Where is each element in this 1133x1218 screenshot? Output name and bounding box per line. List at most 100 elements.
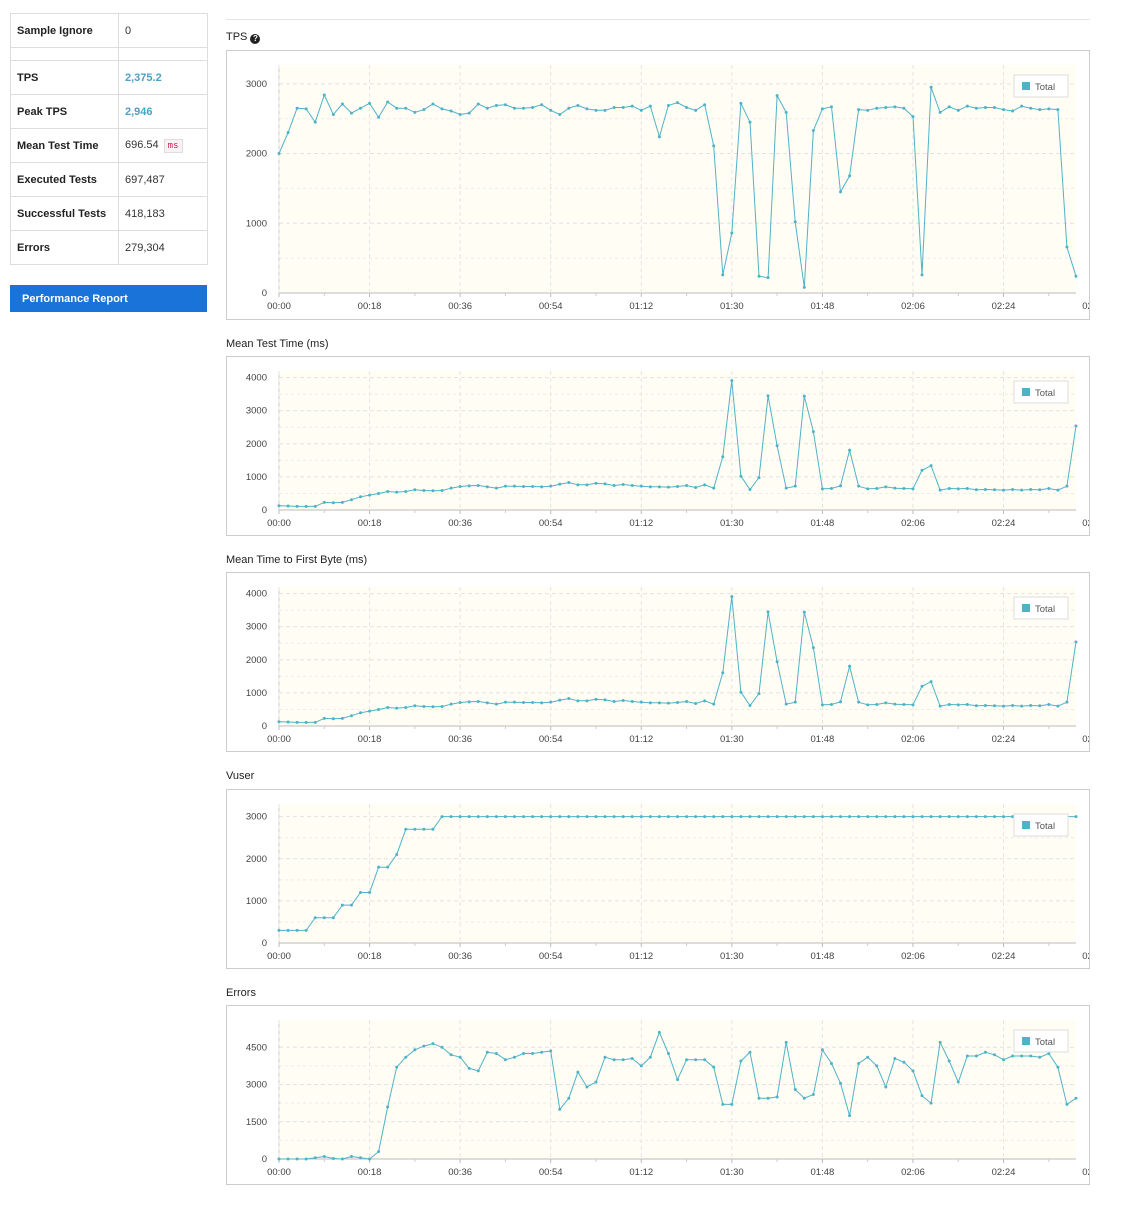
data-point (639, 1064, 643, 1068)
data-point (395, 1065, 399, 1069)
mean-test-time-chart-block: Mean Test Time (ms) 0 1000 2000 3000 4000 00:… (226, 337, 1106, 536)
data-point (875, 815, 879, 819)
data-point (920, 273, 924, 277)
data-point (857, 700, 861, 704)
data-point (286, 131, 290, 135)
data-point (956, 108, 960, 112)
data-point (974, 488, 978, 492)
data-point (1029, 1054, 1033, 1058)
data-point (576, 699, 580, 703)
data-point (911, 815, 915, 819)
data-point (857, 1061, 861, 1065)
x-tick-label: 00:18 (358, 734, 382, 745)
data-point (512, 484, 516, 488)
data-point (512, 106, 516, 110)
data-point (730, 379, 734, 383)
data-point (340, 102, 344, 106)
data-point (1020, 488, 1024, 492)
data-point (368, 493, 372, 497)
data-point (277, 720, 281, 724)
question-circle-icon[interactable]: ? (250, 34, 261, 44)
data-point (621, 483, 625, 487)
summary-gap (10, 47, 208, 61)
data-point (1065, 700, 1069, 704)
data-point (349, 1155, 353, 1159)
x-tick-label: 01:48 (811, 1167, 835, 1178)
legend[interactable]: Total (1013, 1029, 1069, 1053)
data-point (694, 815, 698, 819)
data-point (974, 1054, 978, 1058)
data-point (730, 815, 734, 819)
data-point (522, 701, 526, 705)
data-point (703, 699, 707, 703)
data-point (657, 815, 661, 819)
data-point (549, 1049, 553, 1053)
data-point (666, 103, 670, 107)
data-point (866, 703, 870, 707)
data-point (739, 1059, 743, 1063)
data-point (694, 701, 698, 705)
data-point (558, 815, 562, 819)
divider (226, 19, 1090, 20)
legend-swatch (1022, 388, 1030, 396)
data-point (866, 487, 870, 491)
data-point (820, 703, 824, 707)
data-point (902, 1060, 906, 1064)
data-point (621, 1058, 625, 1062)
legend[interactable]: Total (1013, 74, 1069, 98)
vuser-chart-block: Vuser 0 1000 2000 3000 00:00 00:18 00:36 00:54 0… (226, 769, 1106, 969)
data-point (630, 815, 634, 819)
chart-title-wrap: TPS? (226, 30, 1090, 44)
data-point (983, 487, 987, 491)
y-tick-label: 3000 (246, 622, 267, 633)
y-tick-label: 3000 (246, 79, 267, 90)
data-point (612, 700, 616, 704)
data-point (286, 1157, 290, 1161)
performance-report-button[interactable]: Performance Report (10, 285, 207, 312)
data-point (422, 108, 426, 112)
data-point (956, 703, 960, 707)
legend[interactable]: Total (1013, 813, 1069, 837)
data-point (603, 482, 607, 486)
data-point (431, 827, 435, 831)
data-point (666, 1052, 670, 1056)
data-point (368, 890, 372, 894)
data-point (512, 815, 516, 819)
data-point (494, 103, 498, 107)
x-tick-label: 01:48 (811, 301, 835, 312)
data-point (893, 486, 897, 490)
data-point (712, 144, 716, 148)
data-point (621, 106, 625, 110)
data-point (1038, 108, 1042, 112)
data-point (503, 103, 507, 107)
data-point (1002, 488, 1006, 492)
legend[interactable]: Total (1013, 380, 1069, 404)
data-point (567, 815, 571, 819)
tps-chart-svg: 0 1000 2000 3000 00:00 00:18 00:36 00:54 01:12 01… (246, 65, 1106, 312)
summary-value: 418,183 (118, 196, 208, 231)
data-point (839, 815, 843, 819)
data-point (1047, 486, 1051, 490)
summary-label: Successful Tests (10, 196, 119, 231)
data-point (549, 700, 553, 704)
data-point (775, 94, 779, 98)
data-point (947, 486, 951, 490)
legend-swatch (1022, 82, 1030, 90)
y-tick-label: 4500 (246, 1042, 267, 1053)
data-point (992, 488, 996, 492)
data-point (467, 111, 471, 115)
y-tick-label: 0 (262, 505, 267, 516)
data-point (531, 485, 535, 489)
data-point (630, 1056, 634, 1060)
mean-test-time-chart-svg: 0 1000 2000 3000 4000 00:00 00:18 00:36 00:54 01:… (246, 371, 1106, 529)
data-point (630, 104, 634, 108)
data-point (766, 815, 770, 819)
legend[interactable]: Total (1013, 596, 1069, 620)
data-point (929, 85, 933, 89)
data-point (549, 108, 553, 112)
data-point (603, 1055, 607, 1059)
data-point (829, 486, 833, 490)
data-point (685, 1058, 689, 1062)
x-tick-label: 02:24 (992, 301, 1016, 312)
data-point (576, 815, 580, 819)
